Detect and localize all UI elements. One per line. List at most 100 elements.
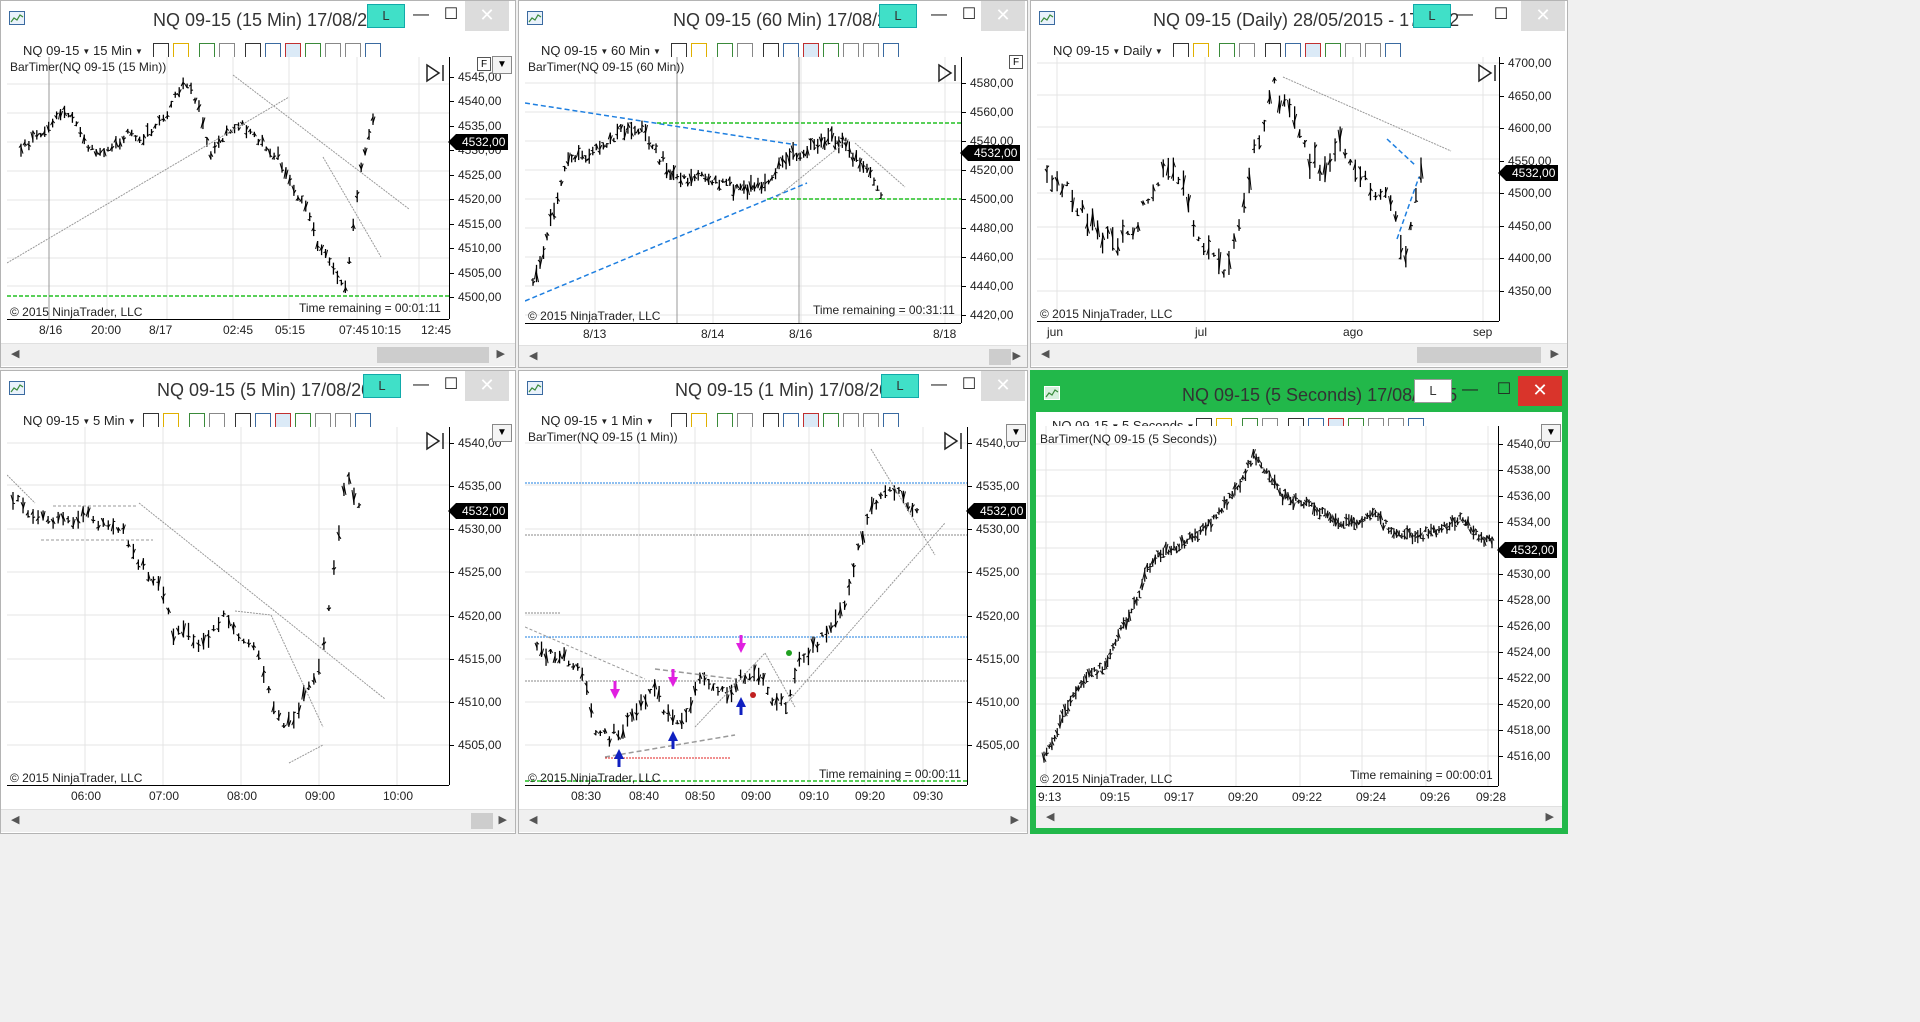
title-bar[interactable]: NQ 09-15 (15 Min) 17/08/2015 L — ☐ ✕ [1,1,515,37]
scroll-right-arrow[interactable]: ▶ [496,348,505,360]
maximize-button[interactable]: ☐ [961,376,977,393]
instrument-selector[interactable]: NQ 09-15▼ [23,43,91,58]
price-bar-open [370,116,374,121]
minimize-button[interactable]: — [931,6,947,23]
interval-selector[interactable]: Daily ▼ [1123,43,1163,58]
chart-plot-area[interactable]: BarTimer(NQ 09-15 (15 Min)) © 2015 Ninja… [6,57,449,319]
scroll-thumb[interactable] [1417,347,1541,363]
title-bar[interactable]: NQ 09-15 (1 Min) 17/08/2015 L — ☐ ✕ [519,371,1027,407]
play-icon[interactable] [425,63,447,83]
scroll-thumb[interactable] [989,349,1011,365]
chart-window-60min[interactable]: NQ 09-15 (60 Min) 17/08/2015 L — ☐ ✕ NQ … [518,0,1028,368]
minimize-button[interactable]: — [1457,6,1473,23]
close-button[interactable]: ✕ [981,1,1025,31]
play-icon[interactable] [937,63,959,83]
minimize-button[interactable]: — [413,376,429,393]
horizontal-scrollbar[interactable]: ◀ ▶ [1031,343,1567,366]
play-icon[interactable] [425,431,447,451]
scroll-right-arrow[interactable]: ▶ [1545,811,1554,823]
chart-plot-area[interactable]: BarTimer(NQ 09-15 (1 Min)) © 2015 NinjaT… [524,427,967,785]
scroll-thumb[interactable] [471,813,493,829]
horizontal-scrollbar[interactable]: ◀ ▶ [1036,806,1562,828]
scroll-right-arrow[interactable]: ▶ [1012,350,1021,362]
title-bar[interactable]: NQ 09-15 (60 Min) 17/08/2015 L — ☐ ✕ [519,1,1027,37]
minimize-button[interactable]: — [931,376,947,393]
time-axis[interactable]: jun jul ago sep [1037,321,1499,342]
time-axis[interactable]: 06:00 07:00 08:00 09:00 10:00 [7,785,449,806]
dropdown-button[interactable]: ▼ [1006,424,1026,442]
close-button[interactable]: ✕ [981,371,1025,401]
maximize-button[interactable]: ☐ [443,376,459,393]
chart-plot-area[interactable]: BarTimer(NQ 09-15 (5 Seconds)) © 2015 Ni… [1036,426,1498,786]
price-axis[interactable]: 4700,00 4650,00 4600,00 4550,00 4500,00 4450,… [1497,56,1567,321]
horizontal-scrollbar[interactable]: ◀ ▶ [1,343,515,366]
chart-window-5min[interactable]: NQ 09-15 (5 Min) 17/08/2015 L — ☐ ✕ NQ 0… [0,370,516,834]
dropdown-button[interactable]: ▼ [492,56,512,74]
interval-selector[interactable]: 15 Min ▼ [93,43,143,58]
close-button[interactable]: ✕ [465,371,509,401]
dropdown-button[interactable]: ▼ [1541,424,1561,442]
scroll-left-arrow[interactable]: ◀ [1041,348,1050,360]
horizontal-scrollbar[interactable]: ◀ ▶ [1,809,515,832]
close-button[interactable]: ✕ [1518,376,1562,406]
instrument-selector[interactable]: NQ 09-15▼ [541,43,609,58]
chart-window-daily[interactable]: NQ 09-15 (Daily) 28/05/2015 - 17/08/2 L … [1030,0,1568,368]
maximize-button[interactable]: ☐ [1493,6,1509,23]
link-badge[interactable]: L [1414,379,1452,403]
horizontal-scrollbar[interactable]: ◀ ▶ [519,809,1027,832]
play-icon[interactable] [943,431,965,451]
title-bar[interactable]: NQ 09-15 (5 Seconds) 17/08/2015 L — ☐ ✕ [1036,376,1562,412]
link-badge[interactable]: L [1413,4,1451,28]
scroll-left-arrow[interactable]: ◀ [1046,811,1055,823]
scroll-left-arrow[interactable]: ◀ [11,348,20,360]
price-axis[interactable]: 4545,00 4540,00 4535,00 4530,00 4525,00 4520,… [447,57,515,319]
scroll-left-arrow[interactable]: ◀ [11,814,20,826]
f-button[interactable]: F [1009,55,1023,69]
chart-plot-area[interactable]: BarTimer(NQ 09-15 (60 Min)) © 2015 Ninja… [524,57,961,323]
chart-window-5sec[interactable]: NQ 09-15 (5 Seconds) 17/08/2015 L — ☐ ✕ … [1030,370,1568,834]
price-axis[interactable]: 4540,00 4535,00 4530,00 4525,00 4520,00 4515,… [965,427,1027,785]
close-button[interactable]: ✕ [465,1,509,31]
scroll-left-arrow[interactable]: ◀ [529,350,538,362]
minimize-button[interactable]: — [1462,381,1478,398]
price-bar-open [362,149,366,155]
instrument-selector[interactable]: NQ 09-15▼ [541,413,609,428]
interval-selector[interactable]: 60 Min ▼ [611,43,661,58]
link-badge[interactable]: L [367,4,405,28]
maximize-button[interactable]: ☐ [961,6,977,23]
scroll-thumb[interactable] [377,347,489,363]
instrument-selector[interactable]: NQ 09-15▼ [23,413,91,428]
chart-window-15min[interactable]: NQ 09-15 (15 Min) 17/08/2015 L — ☐ ✕ NQ … [0,0,516,368]
instrument-selector[interactable]: NQ 09-15▼ [1053,43,1121,58]
maximize-button[interactable]: ☐ [1496,381,1512,398]
time-axis[interactable]: 9:13 09:15 09:17 09:20 09:22 09:24 09:26 09:28 [1036,786,1506,807]
interval-selector[interactable]: 1 Min ▼ [611,413,654,428]
time-axis[interactable]: 8/13 8/14 8/16 8/18 [525,323,961,344]
price-axis[interactable]: 4580,00 4560,00 4540,00 4520,00 4500,00 4480,… [959,57,1027,323]
link-badge[interactable]: L [881,374,919,398]
scroll-left-arrow[interactable]: ◀ [529,814,538,826]
time-axis[interactable]: 08:30 08:40 08:50 09:00 09:10 09:20 09:30 [525,785,967,806]
f-button[interactable]: F [477,57,491,71]
title-bar[interactable]: NQ 09-15 (Daily) 28/05/2015 - 17/08/2 L … [1031,1,1567,37]
scroll-right-arrow[interactable]: ▶ [498,814,507,826]
scroll-right-arrow[interactable]: ▶ [1550,348,1559,360]
dropdown-button[interactable]: ▼ [492,424,512,442]
play-icon[interactable] [1477,63,1499,83]
time-axis[interactable]: 8/16 20:00 8/17 02:45 05:15 07:45 10:15 12:45 [7,319,451,340]
link-badge[interactable]: L [363,374,401,398]
link-badge[interactable]: L [879,4,917,28]
interval-selector[interactable]: 5 Min ▼ [93,413,136,428]
close-button[interactable]: ✕ [1521,1,1565,31]
chart-plot-area[interactable]: © 2015 NinjaTrader, LLC [6,427,449,785]
title-bar[interactable]: NQ 09-15 (5 Min) 17/08/2015 L — ☐ ✕ [1,371,515,407]
chart-plot-area[interactable]: © 2015 NinjaTrader, LLC [1037,57,1499,321]
maximize-button[interactable]: ☐ [443,6,459,23]
chart-window-1min[interactable]: NQ 09-15 (1 Min) 17/08/2015 L — ☐ ✕ NQ 0… [518,370,1028,834]
minimize-button[interactable]: — [413,6,429,23]
price-axis[interactable]: 4540,00 4538,00 4536,00 4534,00 4532,00 4530,… [1496,426,1562,786]
scroll-right-arrow[interactable]: ▶ [1010,814,1019,826]
price-axis[interactable]: 4540,00 4535,00 4530,00 4525,00 4520,00 4515,… [447,427,515,785]
horizontal-scrollbar[interactable]: ◀ ▶ [519,345,1027,367]
price-tick-mark [962,286,966,287]
